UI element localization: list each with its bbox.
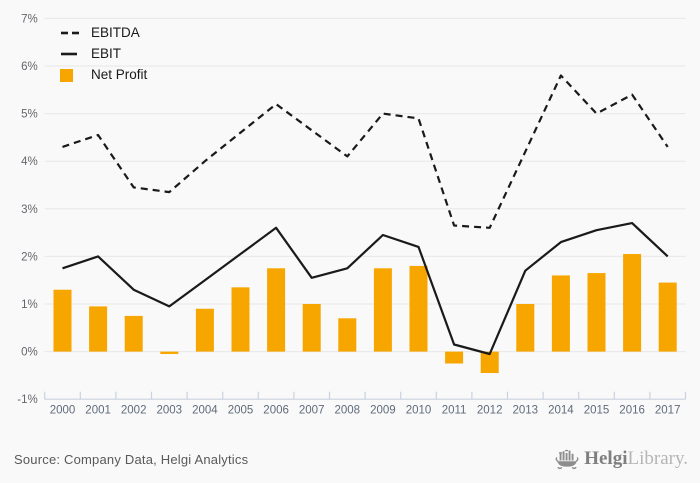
- logo-text-library: Library.: [627, 448, 689, 469]
- legend-label-ebitda: EBITDA: [91, 25, 140, 40]
- helgi-library-logo: HelgiLibrary.: [555, 447, 688, 471]
- y-axis-tick-label: 0%: [21, 347, 38, 359]
- helgi-ship-icon: [555, 449, 579, 470]
- y-axis-tick-label: 1%: [21, 299, 38, 311]
- bar-2017: [658, 282, 677, 352]
- bar-2003: [160, 351, 179, 354]
- x-axis-label-2001: 2001: [85, 405, 111, 417]
- x-axis-label-2005: 2005: [228, 405, 254, 417]
- source-note: Source: Company Data, Helgi Analytics: [14, 451, 249, 467]
- legend-item-net-profit: Net Profit: [60, 68, 147, 82]
- x-axis-label-2013: 2013: [513, 405, 539, 417]
- bar-2007: [302, 304, 321, 352]
- y-axis-tick-label: 7%: [21, 13, 38, 25]
- chart-footer: Source: Company Data, Helgi Analytics: [0, 443, 700, 475]
- net-profit-swatch-icon: [60, 68, 73, 82]
- x-axis-label-2008: 2008: [335, 405, 361, 417]
- x-axis-label-2009: 2009: [370, 405, 396, 417]
- y-axis-tick-label: 3%: [21, 204, 38, 216]
- x-axis-label-2015: 2015: [584, 405, 610, 417]
- x-axis-label-2016: 2016: [619, 405, 645, 417]
- y-axis-tick-label: 4%: [21, 156, 38, 168]
- logo-wordmark: HelgiLibrary.: [584, 448, 688, 470]
- x-axis-label-2007: 2007: [299, 405, 325, 417]
- x-axis-label-2004: 2004: [192, 405, 218, 417]
- bar-2014: [551, 275, 570, 352]
- bar-2005: [231, 287, 250, 352]
- bar-2013: [516, 304, 535, 352]
- bar-2002: [124, 315, 143, 352]
- bar-2012: [480, 351, 499, 374]
- y-axis-tick-label: -1%: [17, 394, 37, 406]
- bar-2004: [195, 308, 214, 352]
- logo-text-helgi: Helgi: [584, 448, 628, 469]
- solid-line-sample-icon: [60, 52, 82, 56]
- x-axis-label-2014: 2014: [548, 405, 574, 417]
- bar-2009: [373, 268, 392, 352]
- x-axis-label-2006: 2006: [263, 405, 289, 417]
- y-axis-tick-label: 6%: [21, 61, 38, 73]
- x-axis-label-2012: 2012: [477, 405, 503, 417]
- ebit-line: [62, 222, 669, 356]
- bar-2001: [89, 306, 108, 352]
- bar-2006: [267, 268, 286, 352]
- bar-2008: [338, 318, 357, 352]
- x-axis-label-2011: 2011: [442, 405, 467, 417]
- x-axis-label-2000: 2000: [50, 405, 76, 417]
- bar-2015: [587, 273, 606, 352]
- y-axis-tick-label: 5%: [21, 109, 38, 121]
- dashed-line-sample-icon: [60, 31, 82, 35]
- bar-2011: [445, 351, 464, 364]
- x-axis-label-2002: 2002: [121, 405, 147, 417]
- bar-2016: [623, 254, 642, 352]
- bar-2000: [53, 289, 72, 352]
- legend-label-net-profit: Net Profit: [91, 67, 148, 82]
- bar-2010: [409, 265, 428, 352]
- chart-legend: EBITDA EBIT Net Profit: [60, 26, 147, 82]
- x-axis-label-2003: 2003: [157, 405, 183, 417]
- legend-item-ebitda: EBITDA: [60, 26, 147, 40]
- x-axis-label-2010: 2010: [406, 405, 432, 417]
- legend-item-ebit: EBIT: [60, 47, 147, 61]
- ebitda-line: [62, 74, 669, 229]
- x-axis-label-2017: 2017: [655, 405, 681, 417]
- legend-label-ebit: EBIT: [91, 46, 122, 61]
- y-axis-tick-label: 2%: [21, 251, 38, 263]
